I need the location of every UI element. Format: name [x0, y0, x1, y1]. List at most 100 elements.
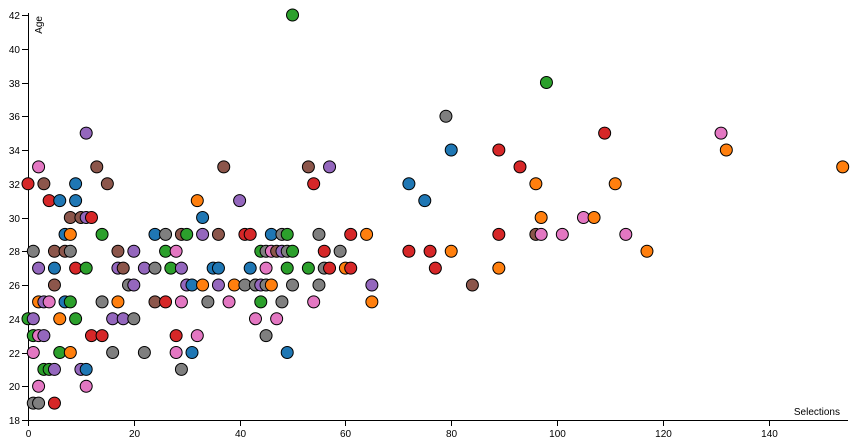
- data-point[interactable]: [169, 244, 183, 258]
- data-point[interactable]: [63, 346, 77, 359]
- data-point[interactable]: [598, 126, 612, 140]
- data-point[interactable]: [640, 244, 654, 258]
- data-point[interactable]: [465, 278, 479, 292]
- data-point[interactable]: [127, 312, 141, 326]
- data-point[interactable]: [190, 194, 204, 208]
- data-point[interactable]: [174, 295, 188, 309]
- data-point[interactable]: [185, 346, 199, 359]
- data-point[interactable]: [111, 295, 125, 309]
- data-point[interactable]: [344, 227, 358, 241]
- data-point[interactable]: [286, 8, 300, 22]
- data-point[interactable]: [111, 244, 125, 258]
- data-point[interactable]: [254, 295, 268, 309]
- data-point[interactable]: [619, 227, 633, 241]
- data-point[interactable]: [492, 143, 506, 157]
- data-point[interactable]: [69, 194, 83, 208]
- data-point[interactable]: [79, 126, 93, 140]
- data-point[interactable]: [312, 227, 326, 241]
- data-point[interactable]: [286, 278, 300, 292]
- data-point[interactable]: [79, 362, 93, 376]
- data-point[interactable]: [259, 261, 273, 275]
- data-point[interactable]: [169, 346, 183, 359]
- data-point[interactable]: [201, 295, 215, 309]
- data-point[interactable]: [439, 109, 453, 123]
- data-point[interactable]: [317, 244, 331, 258]
- data-point[interactable]: [32, 379, 46, 393]
- data-point[interactable]: [95, 295, 109, 309]
- data-point[interactable]: [836, 160, 850, 174]
- data-point[interactable]: [402, 177, 416, 191]
- data-point[interactable]: [42, 295, 56, 309]
- data-point[interactable]: [84, 211, 98, 224]
- data-point[interactable]: [312, 278, 326, 292]
- data-point[interactable]: [492, 227, 506, 241]
- data-point[interactable]: [275, 295, 289, 309]
- data-point[interactable]: [444, 244, 458, 258]
- data-point[interactable]: [418, 194, 432, 208]
- data-point[interactable]: [222, 295, 236, 309]
- data-point[interactable]: [323, 160, 337, 174]
- data-point[interactable]: [137, 346, 151, 359]
- data-point[interactable]: [47, 278, 61, 292]
- data-point[interactable]: [106, 346, 120, 359]
- data-point[interactable]: [587, 211, 601, 224]
- data-point[interactable]: [333, 244, 347, 258]
- data-point[interactable]: [116, 261, 130, 275]
- data-point[interactable]: [211, 278, 225, 292]
- data-point[interactable]: [719, 143, 733, 157]
- data-point[interactable]: [21, 177, 35, 191]
- data-point[interactable]: [555, 227, 569, 241]
- data-point[interactable]: [47, 362, 61, 376]
- data-point[interactable]: [159, 295, 173, 309]
- data-point[interactable]: [529, 177, 543, 191]
- data-point[interactable]: [79, 261, 93, 275]
- data-point[interactable]: [37, 177, 51, 191]
- data-point[interactable]: [174, 362, 188, 376]
- data-point[interactable]: [233, 194, 247, 208]
- data-point[interactable]: [174, 261, 188, 275]
- data-point[interactable]: [169, 329, 183, 343]
- data-point[interactable]: [47, 261, 61, 275]
- data-point[interactable]: [301, 261, 315, 275]
- data-point[interactable]: [196, 211, 210, 224]
- data-point[interactable]: [159, 227, 173, 241]
- data-point[interactable]: [344, 261, 358, 275]
- data-point[interactable]: [365, 278, 379, 292]
- data-point[interactable]: [196, 227, 210, 241]
- data-point[interactable]: [90, 160, 104, 174]
- data-point[interactable]: [26, 346, 40, 359]
- data-point[interactable]: [243, 227, 257, 241]
- data-point[interactable]: [53, 194, 67, 208]
- data-point[interactable]: [69, 312, 83, 326]
- data-point[interactable]: [148, 261, 162, 275]
- data-point[interactable]: [301, 160, 315, 174]
- data-point[interactable]: [47, 396, 61, 410]
- data-point[interactable]: [37, 329, 51, 343]
- data-point[interactable]: [180, 227, 194, 241]
- data-point[interactable]: [423, 244, 437, 258]
- data-point[interactable]: [534, 227, 548, 241]
- data-point[interactable]: [53, 312, 67, 326]
- data-point[interactable]: [63, 244, 77, 258]
- data-point[interactable]: [444, 143, 458, 157]
- data-point[interactable]: [307, 177, 321, 191]
- data-point[interactable]: [26, 312, 40, 326]
- data-point[interactable]: [492, 261, 506, 275]
- data-point[interactable]: [32, 160, 46, 174]
- data-point[interactable]: [217, 160, 231, 174]
- data-point[interactable]: [100, 177, 114, 191]
- data-point[interactable]: [286, 244, 300, 258]
- data-point[interactable]: [323, 261, 337, 275]
- data-point[interactable]: [26, 244, 40, 258]
- data-point[interactable]: [539, 76, 553, 89]
- data-point[interactable]: [513, 160, 527, 174]
- data-point[interactable]: [32, 261, 46, 275]
- data-point[interactable]: [608, 177, 622, 191]
- data-point[interactable]: [428, 261, 442, 275]
- data-point[interactable]: [32, 396, 46, 410]
- data-point[interactable]: [63, 227, 77, 241]
- data-point[interactable]: [69, 177, 83, 191]
- data-point[interactable]: [211, 227, 225, 241]
- data-point[interactable]: [534, 211, 548, 224]
- data-point[interactable]: [95, 227, 109, 241]
